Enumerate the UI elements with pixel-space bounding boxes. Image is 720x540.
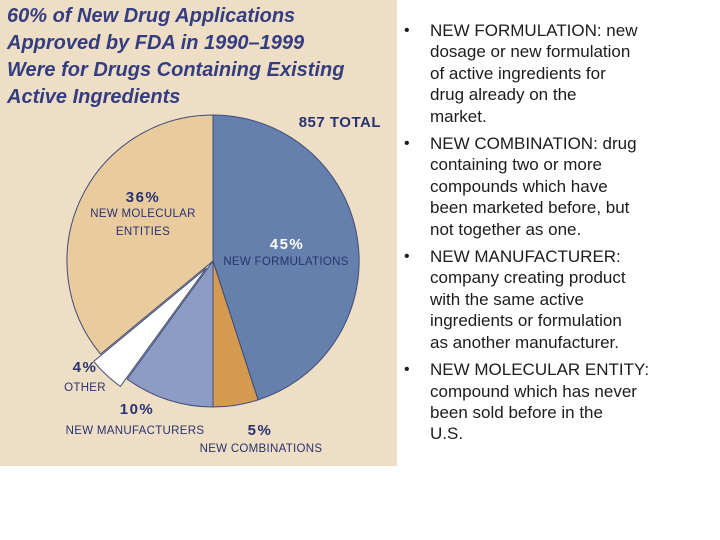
- definition-item-new-combination: • NEW COMBINATION: drug containing two o…: [404, 133, 714, 240]
- pie-label-new-manufacturers-name: NEW MANUFACTURERS: [65, 425, 205, 437]
- definition-item-new-manufacturer: • NEW MANUFACTURER: company creating pro…: [404, 246, 714, 353]
- definition-item-new-formulation: • NEW FORMULATION: new dosage or new for…: [404, 20, 714, 127]
- pie-label-new-formulations-pct: 45%: [269, 236, 305, 253]
- pie-label-new-formulations-name: NEW FORMULATIONS: [223, 256, 349, 268]
- pie-label-other-name: OTHER: [64, 382, 106, 394]
- definitions-list: • NEW FORMULATION: new dosage or new for…: [404, 20, 714, 451]
- definition-text: NEW MOLECULAR ENTITY: compound which has…: [430, 360, 650, 444]
- pie-label-new-molecular-entities-pct: 36%: [125, 189, 161, 206]
- pie-label-new-molecular-entities-name: NEW MOLECULAR ENTITIES: [90, 208, 196, 238]
- bullet-icon: •: [404, 22, 410, 39]
- bullet-icon: •: [404, 248, 410, 266]
- bullet-icon: •: [404, 135, 410, 153]
- pie-label-other-pct: 4%: [72, 359, 98, 376]
- pie-slice-new-formulations: [212, 114, 360, 401]
- definition-text: NEW MANUFACTURER: company creating produ…: [430, 247, 626, 352]
- pie-label-new-manufacturers-pct: 10%: [119, 401, 155, 418]
- definition-text: NEW COMBINATION: drug containing two or …: [430, 134, 637, 239]
- chart-panel: 60% of New Drug Applications Approved by…: [0, 0, 397, 466]
- bullet-icon: •: [404, 361, 410, 379]
- pie-slice-new-manufacturers: [126, 260, 214, 408]
- pie-slice-new-molecular-entities: [66, 114, 214, 355]
- pie-slice-other: [93, 267, 207, 387]
- definition-text: NEW FORMULATION: new dosage or new formu…: [430, 21, 638, 126]
- chart-title: 60% of New Drug Applications Approved by…: [7, 5, 345, 108]
- pie-chart: [66, 114, 360, 408]
- total-annotation: 857 TOTAL: [298, 114, 381, 131]
- pie-label-new-combinations-name: NEW COMBINATIONS: [199, 443, 323, 455]
- pie-label-new-combinations-pct: 5%: [247, 422, 273, 439]
- definition-item-new-molecular-entity: • NEW MOLECULAR ENTITY: compound which h…: [404, 359, 714, 445]
